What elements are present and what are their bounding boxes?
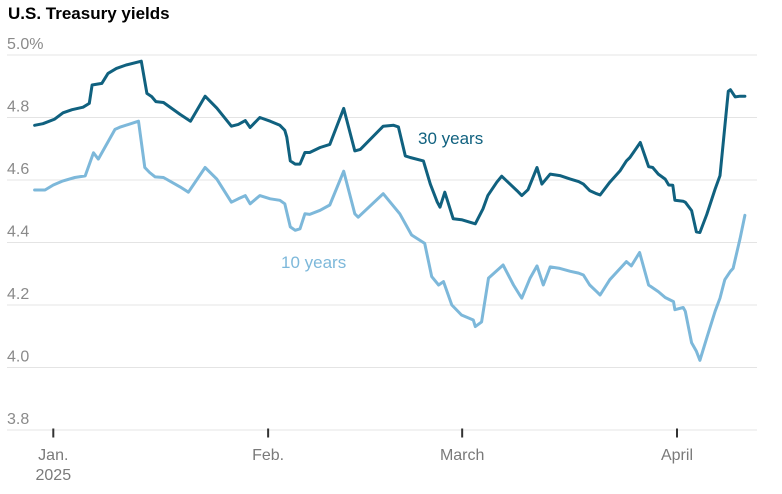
y-axis-label-5: 5.0% [7,36,43,53]
y-axis-label-4.4: 4.4 [7,224,29,241]
series-line-10-years [33,119,747,362]
y-axis-label-4.6: 4.6 [7,161,29,178]
series-line-30-years [33,59,747,234]
x-axis-label-April: April [661,447,693,464]
x-axis-label-March: March [440,447,484,464]
y-axis-label-3.8: 3.8 [7,411,29,428]
x-axis-label-Jan.: Jan. [38,447,68,464]
y-axis-label-4.8: 4.8 [7,99,29,116]
x-axis-sublabel-2025: 2025 [36,467,72,484]
chart-title: U.S. Treasury yields [8,4,170,23]
y-axis-label-4.2: 4.2 [7,286,29,303]
x-axis-label-Feb.: Feb. [252,447,284,464]
y-axis-label-4: 4.0 [7,349,29,366]
series-label-30-years: 30 years [418,129,483,148]
series-label-10-years: 10 years [281,253,346,272]
